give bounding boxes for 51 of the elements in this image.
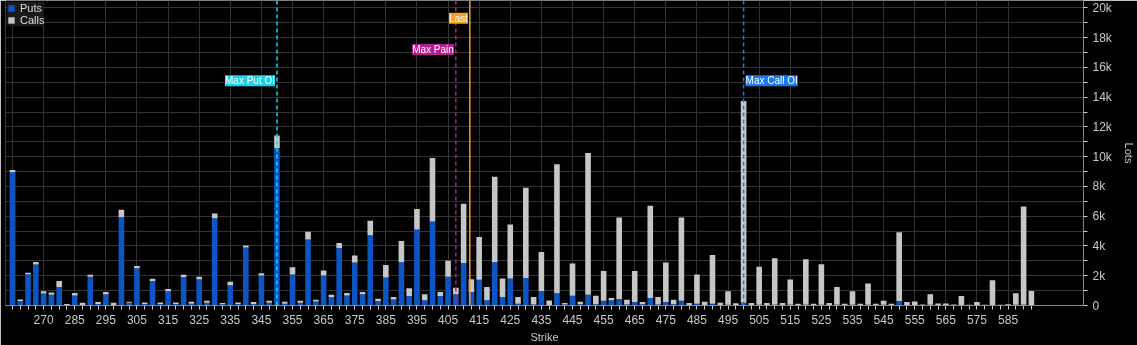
x-tick-label: 475 [655,312,677,327]
x-tick-label: 555 [904,312,926,327]
x-tick-label: 575 [966,312,988,327]
y-tick-label: 2k [1092,268,1107,283]
x-tick-label: 355 [282,312,303,327]
x-tick-label: 545 [873,312,894,327]
y-tick-label: 16k [1092,60,1113,75]
x-axis-title: Strike [530,330,559,343]
y-tick-label: 4k [1092,238,1107,253]
x-tick-label: 525 [811,312,832,327]
x-tick-label: 585 [998,312,1019,327]
x-tick-label: 325 [189,312,210,327]
x-tick-label: 505 [749,312,770,327]
y-tick-label: 10k [1092,149,1113,164]
x-tick-label: 385 [375,312,397,327]
x-tick-label: 435 [531,312,552,327]
annotation: Last [448,12,469,24]
y-axis-title: Lots [1122,142,1135,164]
x-tick-label: 345 [251,312,272,327]
x-tick-label: 295 [95,312,117,327]
x-tick-label: 565 [935,312,957,327]
x-tick-label: 515 [780,312,801,327]
x-tick-label: 270 [33,312,54,327]
x-tick-label: 485 [686,312,708,327]
x-tick-label: 425 [500,312,521,327]
x-tick-label: 415 [469,312,490,327]
annotation: Max Call OI [745,75,798,87]
x-tick-label: 375 [344,312,366,327]
x-tick-label: 455 [593,312,614,327]
x-tick-label: 285 [64,312,86,327]
y-tick-label: 6k [1092,209,1107,224]
x-tick-label: 305 [126,312,148,327]
x-tick-label: 445 [562,312,583,327]
x-tick-label: 535 [842,312,863,327]
annotation: Max Pain [412,44,454,56]
x-tick-label: 465 [624,312,646,327]
x-tick-label: 335 [220,312,241,327]
legend-label: Puts [20,2,43,14]
x-tick-label: 495 [718,312,739,327]
annotation: Max Put OI [224,75,275,87]
y-tick-label: 0 [1092,298,1100,313]
x-tick-label: 315 [158,312,179,327]
y-tick-label: 12k [1092,119,1113,134]
y-tick-label: 8k [1092,179,1107,194]
x-tick-label: 405 [438,312,459,327]
x-tick-label: 365 [313,312,334,327]
y-tick-label: 20k [1092,0,1113,15]
y-tick-label: 14k [1092,90,1113,105]
x-tick-label: 395 [406,312,428,327]
legend-label: Calls [20,14,45,26]
y-tick-label: 18k [1092,30,1113,45]
